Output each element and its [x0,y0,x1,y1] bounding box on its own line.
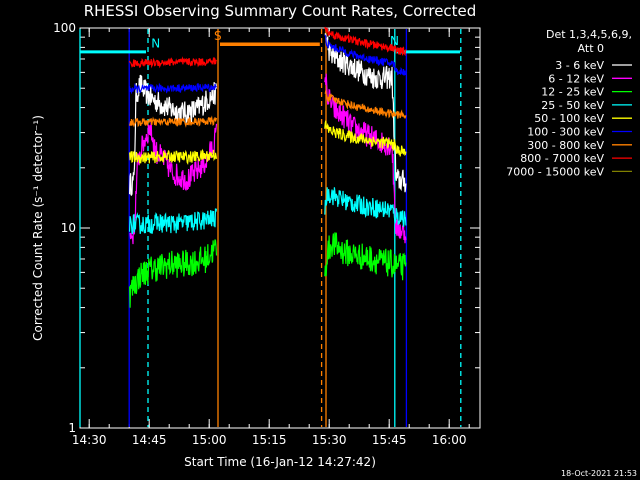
series-line [130,232,406,307]
series-trace [130,117,217,126]
series-line [130,187,406,234]
mode-label: S [214,29,222,43]
legend-label: 3 - 6 keV [555,59,604,72]
legend-header-line-2: Att 0 [578,42,604,55]
y-tick-label: 100 [53,21,76,35]
timestamp: 18-Oct-2021 21:53 [561,469,637,478]
series-trace [325,232,406,280]
series-trace [130,240,217,308]
legend-label: 25 - 50 keV [541,99,604,112]
legend-label: 300 - 800 keV [527,139,604,152]
legend-label: 12 - 25 keV [541,86,604,99]
x-tick-label: 15:15 [252,433,287,447]
x-tick-label: 15:45 [372,433,407,447]
legend-label: 800 - 7000 keV [520,152,604,165]
legend-label: 100 - 300 keV [527,126,604,139]
x-tick-label: 16:00 [432,433,467,447]
series-trace [130,209,217,234]
y-axis-label: Corrected Count Rate (s⁻¹ detector⁻¹) [31,115,45,341]
y-tick-label: 10 [61,221,76,235]
series-trace [325,187,406,227]
data-series [130,27,406,308]
x-tick-label: 14:30 [72,433,107,447]
series-trace [130,58,217,68]
legend-header-line-1: Det 1,3,4,5,6,9, [546,28,632,41]
x-tick-label: 15:30 [312,433,347,447]
legend-label: 50 - 100 keV [534,112,604,125]
x-axis-label: Start Time (16-Jan-12 14:27:42) [184,455,376,469]
chart-title: RHESSI Observing Summary Count Rates, Co… [84,2,477,20]
x-tick-label: 14:45 [132,433,167,447]
mode-label: N [151,36,160,50]
x-tick-label: 15:00 [192,433,227,447]
legend-label: 6 - 12 keV [548,72,604,85]
legend-label: 7000 - 15000 keV [506,165,604,178]
